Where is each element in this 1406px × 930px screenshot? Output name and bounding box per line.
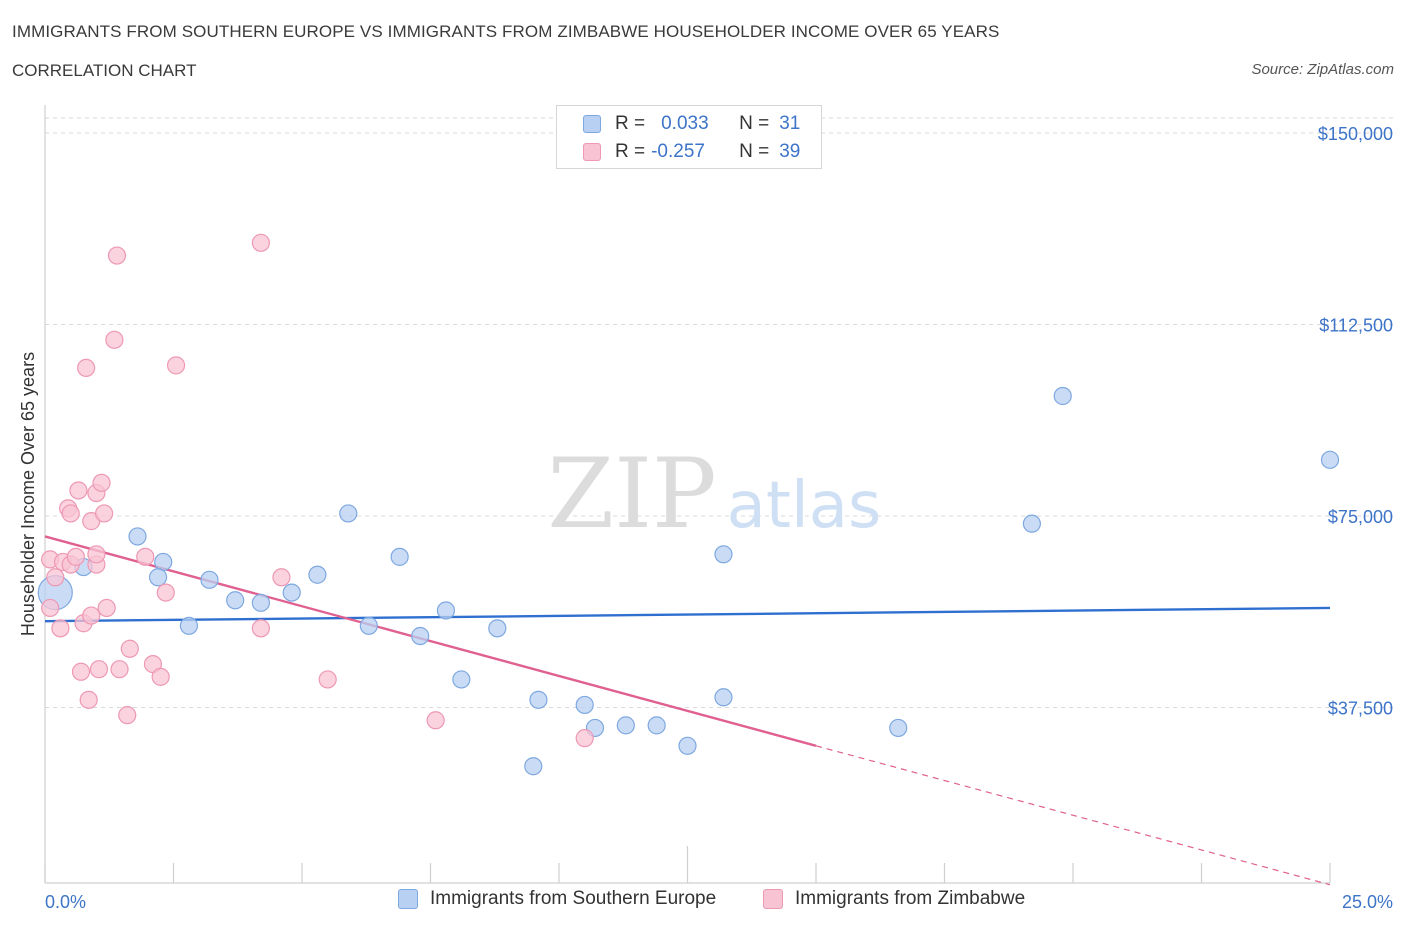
southern-europe-points (37, 386, 1340, 776)
data-point (110, 660, 129, 679)
data-point (118, 706, 137, 725)
series-name: Immigrants from Southern Europe (430, 888, 717, 909)
data-point (647, 716, 666, 735)
y-axis-label: Householder Income Over 65 years (18, 352, 38, 636)
data-point (359, 616, 378, 635)
data-point (66, 547, 85, 566)
data-point (105, 330, 124, 349)
data-point (1053, 386, 1072, 406)
data-point (200, 570, 219, 589)
data-point (92, 473, 111, 492)
data-point (148, 568, 168, 587)
data-point (82, 606, 101, 625)
data-point (107, 246, 127, 265)
data-point (97, 598, 116, 618)
data-point (889, 718, 908, 738)
pink-swatch (583, 143, 601, 161)
data-point (87, 545, 106, 564)
data-point (1320, 450, 1340, 469)
chart-subtitle: CORRELATION CHART (12, 61, 197, 80)
legend-row-zimbabwe: R = -0.257 N = 39 (583, 140, 800, 164)
correlation-legend: R = 0.033 N = 31 R = -0.257 N = 39 (556, 105, 822, 169)
data-point (251, 233, 270, 252)
r-label: R = (615, 113, 646, 134)
x-tick-label-min: 0.0% (45, 892, 86, 912)
source-credit: Source: ZipAtlas.com (1251, 61, 1394, 78)
data-point (226, 591, 245, 610)
n-value: 39 (779, 141, 801, 162)
data-point (51, 619, 70, 638)
y-tick-label: $150,000 (1318, 124, 1393, 144)
pink-legend-swatch (763, 889, 783, 909)
axes (44, 105, 1331, 884)
data-point (282, 583, 301, 602)
data-point (251, 593, 270, 612)
data-point (1022, 514, 1041, 533)
zimbabwe-trend-extension (815, 745, 1331, 886)
data-point (46, 568, 65, 587)
data-point (128, 527, 147, 546)
series-legend-zimbabwe: Immigrants from Zimbabwe (763, 888, 1025, 910)
series-name: Immigrants from Zimbabwe (795, 888, 1026, 909)
data-point (136, 547, 155, 566)
data-point (156, 583, 175, 602)
watermark-atlas: atlas (727, 469, 882, 543)
chart-title: IMMIGRANTS FROM SOUTHERN EUROPE VS IMMIG… (12, 22, 1000, 41)
x-tick-label-max: 25.0% (1342, 892, 1393, 912)
data-point (529, 690, 548, 709)
blue-swatch (583, 115, 601, 133)
data-point (272, 568, 291, 587)
data-point (79, 690, 98, 709)
zimbabwe-trend-line (44, 535, 817, 747)
r-value: 0.033 (661, 113, 709, 134)
southern-europe-trend-line (44, 606, 1331, 623)
series-legend-southern-europe: Immigrants from Southern Europe (398, 888, 716, 910)
data-point (575, 695, 594, 715)
data-point (575, 729, 594, 748)
watermark-zip: ZIP (547, 438, 716, 550)
data-point (61, 504, 80, 523)
data-point (426, 711, 445, 730)
y-tick-label: $37,500 (1328, 699, 1393, 719)
data-point (154, 552, 173, 572)
data-point (151, 667, 170, 686)
n-label: N = (739, 141, 770, 162)
data-point (411, 626, 430, 646)
data-point (69, 481, 88, 500)
y-tick-label: $112,500 (1319, 316, 1393, 336)
data-point (488, 619, 507, 638)
data-point (714, 545, 733, 564)
data-point (95, 504, 114, 523)
zimbabwe-points (41, 233, 594, 748)
legend-row-southern-europe: R = 0.033 N = 31 (583, 112, 800, 136)
data-point (678, 736, 697, 755)
r-value: -0.257 (651, 141, 705, 162)
data-point (89, 660, 109, 679)
data-point (308, 565, 327, 584)
data-point (714, 688, 733, 707)
tick-labels: $37,500 $75,000 $112,500 $150,000 0.0% 25.0% (45, 124, 1393, 912)
data-point (524, 757, 543, 776)
data-point (77, 358, 96, 378)
data-point (339, 504, 358, 523)
blue-legend-swatch (398, 889, 418, 909)
data-point (616, 716, 635, 735)
data-point (166, 356, 186, 375)
n-label: N = (739, 113, 770, 134)
data-points (37, 233, 1340, 776)
data-point (71, 662, 91, 681)
y-tick-label: $75,000 (1328, 507, 1393, 527)
data-point (452, 670, 471, 689)
n-value: 31 (779, 113, 801, 134)
r-label: R = (615, 141, 646, 162)
data-point (179, 616, 199, 635)
data-point (318, 670, 337, 689)
trend-lines (44, 535, 1331, 886)
data-point (41, 598, 60, 618)
data-point (251, 619, 270, 638)
data-point (436, 601, 456, 620)
data-point (120, 639, 139, 658)
data-point (390, 547, 409, 566)
